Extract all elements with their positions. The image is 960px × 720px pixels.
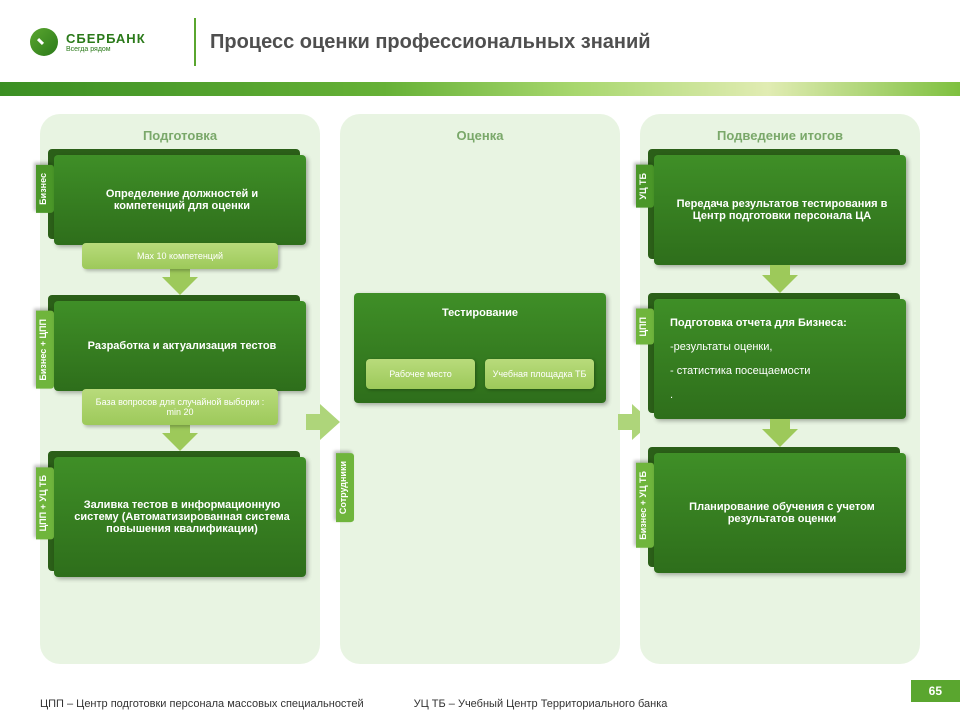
eval-tab: Сотрудники [336,453,354,522]
prep-box1-tab: Бизнес [36,165,54,213]
eval-sub1: Рабочее место [366,359,475,389]
page-title: Процесс оценки профессиональных знаний [210,31,651,54]
prep-box3-tab: ЦПП + УЦ ТБ [36,467,54,539]
eval-test-box: Сотрудники Тестирование Рабочее место Уч… [354,293,606,403]
header: СБЕРБАНК Всегда рядом Процесс оценки про… [0,0,960,76]
arrow-down-icon [162,277,198,295]
sum-box2-tab: ЦПП [636,309,654,345]
header-divider [194,18,196,66]
stage-summary-title: Подведение итогов [654,128,906,143]
sum-box2: ЦПП Подготовка отчета для Бизнеса: -резу… [654,299,906,419]
prep-box1-text: Определение должностей и компетенций для… [70,188,294,212]
sum-box2-body: Подготовка отчета для Бизнеса: -результа… [654,299,906,419]
sum-box3-body: Планирование обучения с учетом результат… [654,453,906,573]
sum-box1-tab: УЦ ТБ [636,165,654,208]
eval-subboxes: Рабочее место Учебная площадка ТБ [366,359,594,389]
stages: Подготовка Бизнес Определение должностей… [0,96,960,664]
logo-tagline: Всегда рядом [66,46,146,53]
sum-box3-text: Планирование обучения с учетом результат… [670,501,894,525]
footer-note-2: УЦ ТБ – Учебный Центр Территориального б… [414,698,668,710]
sum-box1: УЦ ТБ Передача результатов тестирования … [654,155,906,265]
prep-box2-tab: Бизнес + ЦПП [36,311,54,389]
logo-text: СБЕРБАНК Всегда рядом [66,31,146,53]
sum-box3-tab: Бизнес + УЦ ТБ [636,463,654,548]
sum-box2-l2: - статистика посещаемости [670,365,894,377]
stage-eval-title: Оценка [354,128,606,143]
arrow-down-icon [762,429,798,447]
footer: ЦПП – Центр подготовки персонала массовы… [40,698,920,710]
arrow-down-icon [762,275,798,293]
prep-box3: ЦПП + УЦ ТБ Заливка тестов в информацион… [54,457,306,577]
stage-prep: Подготовка Бизнес Определение должностей… [40,114,320,664]
prep-box1: Бизнес Определение должностей и компетен… [54,155,306,245]
prep-box2-body: Разработка и актуализация тестов [54,301,306,391]
prep-box2-text: Разработка и актуализация тестов [70,340,294,352]
footer-note-1: ЦПП – Центр подготовки персонала массовы… [40,698,364,710]
sum-box1-body: Передача результатов тестирования в Цент… [654,155,906,265]
logo-brand: СБЕРБАНК [66,31,146,46]
eval-title: Тестирование [366,307,594,319]
sberbank-logo-icon [30,28,58,56]
arrow-down-icon [162,433,198,451]
page-number: 65 [911,680,960,702]
logo: СБЕРБАНК Всегда рядом [30,28,180,56]
prep-box3-body: Заливка тестов в информационную систему … [54,457,306,577]
stage-eval: Оценка Сотрудники Тестирование Рабочее м… [340,114,620,664]
stage-summary: Подведение итогов УЦ ТБ Передача результ… [640,114,920,664]
sum-box2-l1: -результаты оценки, [670,341,894,353]
prep-box2-callout: База вопросов для случайной выборки : mi… [82,389,279,425]
sum-box2-l3: . [670,389,894,401]
stage-prep-title: Подготовка [54,128,306,143]
prep-box1-body: Определение должностей и компетенций для… [54,155,306,245]
eval-body: Тестирование Рабочее место Учебная площа… [354,293,606,403]
sum-box1-text: Передача результатов тестирования в Цент… [670,198,894,222]
prep-box3-text: Заливка тестов в информационную систему … [70,499,294,535]
sum-box3: Бизнес + УЦ ТБ Планирование обучения с у… [654,453,906,573]
eval-sub2: Учебная площадка ТБ [485,359,594,389]
arrow-right-icon [306,404,342,440]
header-strip [0,82,960,96]
sum-box2-heading: Подготовка отчета для Бизнеса: [670,317,894,329]
prep-box2: Бизнес + ЦПП Разработка и актуализация т… [54,301,306,391]
prep-box1-callout: Max 10 компетенций [82,243,279,269]
